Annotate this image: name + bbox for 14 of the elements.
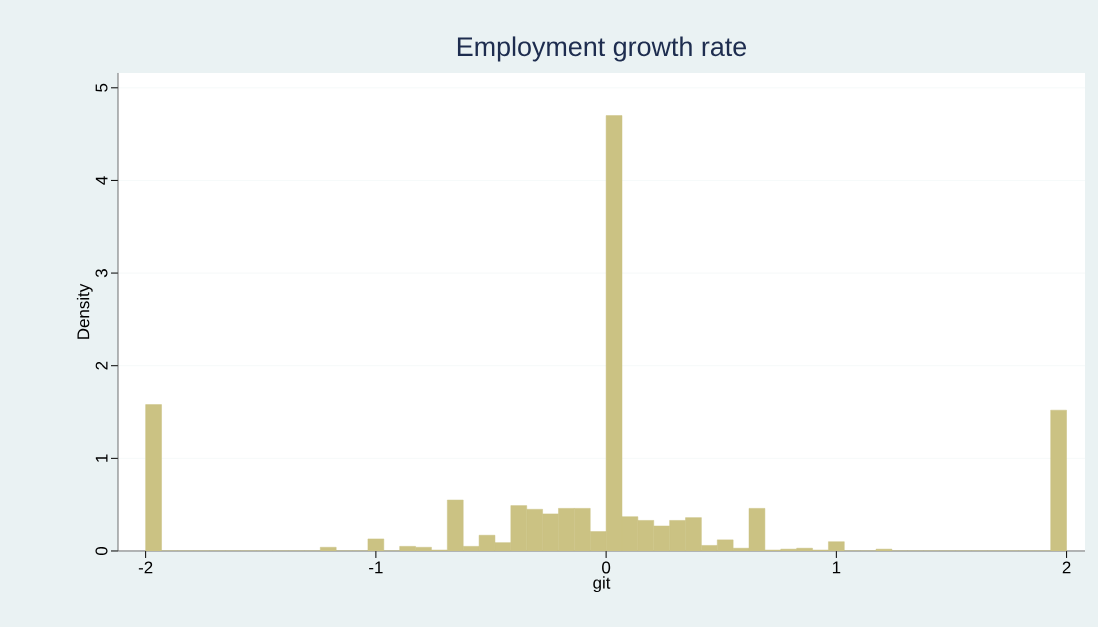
x-axis-title: git [593,576,611,593]
y-tick-label: 0 [95,546,108,556]
x-tick-label: -1 [369,561,383,574]
y-tick-label: 5 [95,83,108,92]
x-tick-label: 2 [1062,561,1071,574]
y-tick-label: 1 [95,454,108,462]
x-tick-label: 0 [602,561,611,574]
chart-title: Employment growth rate [457,36,747,62]
y-axis-title: Density [76,283,93,339]
y-tick-label: 2 [95,361,108,370]
y-tick-label: 4 [95,176,108,185]
x-tick-label: 1 [832,561,841,574]
y-tick-label: 3 [95,269,108,278]
x-tick-label: -2 [138,561,153,574]
